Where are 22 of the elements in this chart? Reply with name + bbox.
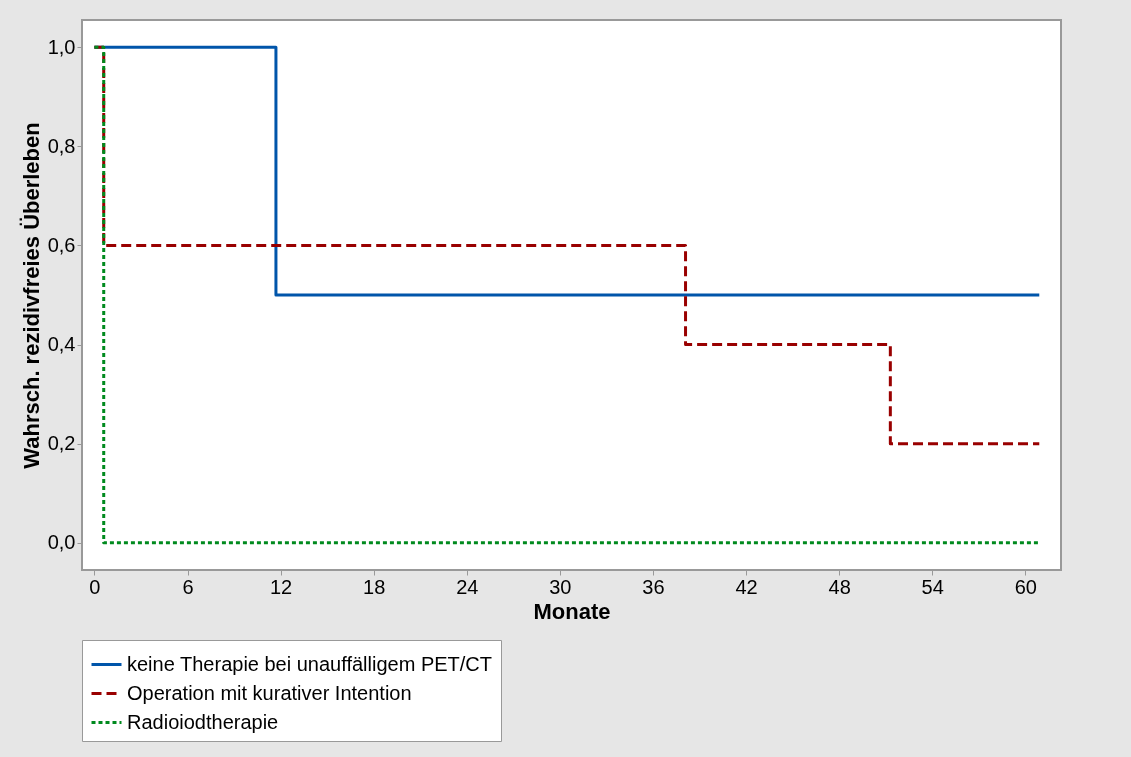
legend-label: Operation mit kurativer Intention	[127, 681, 412, 704]
x-tick-label: 54	[921, 575, 944, 598]
y-tick-label: 0,4	[47, 333, 76, 356]
y-tick-label: 0,2	[47, 432, 76, 455]
x-tick-label: 36	[642, 575, 665, 598]
x-tick-label: 0	[89, 575, 101, 598]
y-tick-label: 0,8	[47, 134, 76, 157]
x-tick-label: 18	[363, 575, 386, 598]
y-tick-label: 1,0	[47, 35, 76, 58]
x-axis-title: Monate	[533, 598, 611, 624]
x-tick-label: 12	[269, 575, 293, 598]
x-tick-label: 30	[549, 575, 572, 598]
x-tick-label: 24	[456, 575, 479, 598]
y-tick-label: 0,0	[47, 531, 76, 554]
x-tick-label: 60	[1014, 575, 1037, 598]
x-tick-label: 48	[828, 575, 851, 598]
legend-label: Radioiodtherapie	[127, 710, 279, 733]
x-tick-label: 6	[182, 575, 194, 598]
y-tick-label: 0,6	[47, 233, 76, 256]
y-axis-title: Wahrsch. rezidivfreies Überleben	[18, 122, 44, 469]
x-tick-label: 42	[735, 575, 758, 598]
legend-label: keine Therapie bei unauffälligem PET/CT	[127, 652, 493, 675]
